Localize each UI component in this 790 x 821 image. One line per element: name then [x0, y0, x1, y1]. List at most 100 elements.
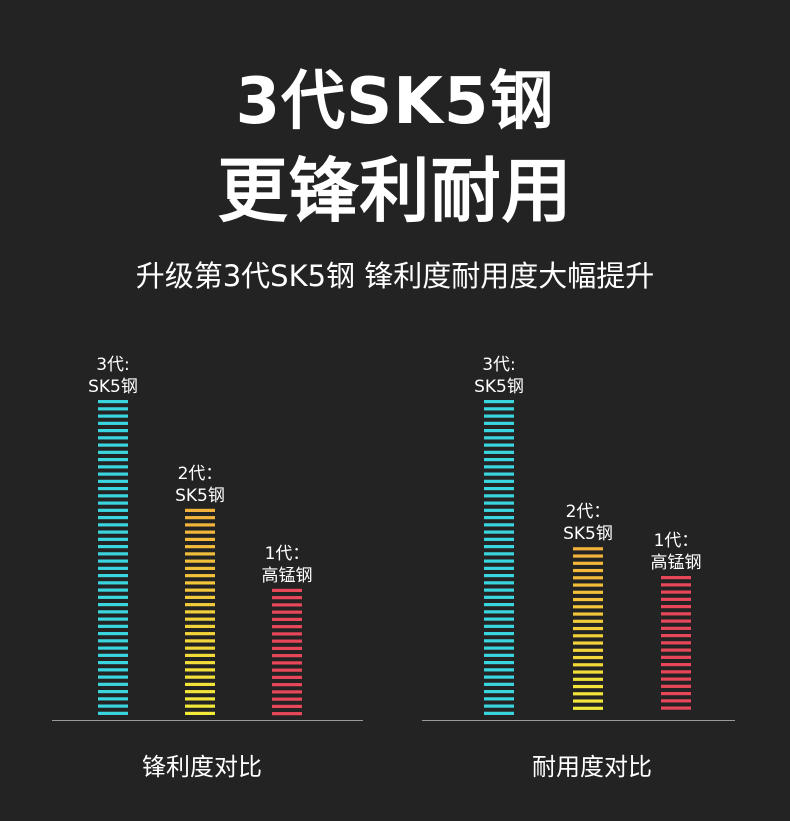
bar-stripe: [185, 632, 215, 636]
bar-stripe: [272, 646, 302, 650]
bar-stripe: [484, 661, 514, 665]
bar-1: [484, 400, 514, 715]
bar-stripe: [573, 554, 603, 558]
bar-stripe: [185, 697, 215, 701]
bar-stripe: [484, 581, 514, 585]
bar-stripe: [272, 661, 302, 665]
bar-stripe: [661, 706, 691, 710]
bar-label: SK5钢: [175, 486, 225, 506]
bar-stripe: [661, 612, 691, 616]
bar-label: 1代：: [265, 544, 310, 564]
bar-stripe: [484, 494, 514, 498]
bar-stripe: [661, 597, 691, 601]
bar-stripe: [98, 421, 128, 425]
bar-stripe: [98, 581, 128, 585]
bar-stripe: [98, 537, 128, 541]
bar-stripe: [573, 590, 603, 594]
bar-stripe: [185, 566, 215, 570]
bar-stripe: [573, 699, 603, 703]
bar-stripe: [185, 559, 215, 563]
bar-stripe: [98, 400, 128, 404]
bar-stripe: [98, 458, 128, 462]
bar-stripe: [98, 494, 128, 498]
bar-2: [185, 508, 215, 715]
bar-stripe: [484, 646, 514, 650]
bar-stripe: [573, 597, 603, 602]
bar-1: [98, 400, 128, 715]
bar-stripe: [573, 547, 603, 551]
bar-stripe: [661, 634, 691, 638]
bar-stripe: [185, 574, 215, 578]
bar-stripe: [272, 632, 302, 636]
bar-stripe: [272, 654, 302, 658]
bar-stripe: [484, 588, 514, 592]
bar-stripe: [484, 595, 514, 599]
bar-stripe: [98, 668, 128, 672]
bar-stripe: [484, 501, 514, 505]
bar-stripe: [573, 626, 603, 631]
bar-stripe: [185, 552, 215, 556]
bar-stripe: [573, 648, 603, 652]
bar-stripe: [185, 537, 215, 541]
bar-stripe: [484, 675, 514, 679]
bar-stripe: [98, 632, 128, 636]
bar-label: 1代：: [654, 531, 699, 551]
bar-stripe: [98, 545, 128, 549]
bar-stripe: [98, 487, 128, 491]
bar-stripe: [98, 523, 128, 527]
bar-stripe: [573, 612, 603, 616]
bar-stripe: [484, 697, 514, 701]
bar-stripe: [484, 407, 514, 411]
bar-stripe: [185, 523, 215, 527]
bar-stripe: [573, 568, 603, 573]
bar-stripe: [185, 595, 215, 599]
bar-stripe: [185, 690, 215, 694]
bar-stripe: [98, 443, 128, 447]
bar-stripe: [661, 663, 691, 667]
bar-stripe: [98, 407, 128, 411]
bar-stripe: [185, 530, 215, 534]
bar-stripe: [185, 545, 215, 549]
bar-stripe: [185, 617, 215, 621]
bar-stripe: [661, 655, 691, 659]
bar-stripe: [484, 603, 514, 607]
bar-stripe: [272, 596, 302, 600]
bar-stripe: [573, 619, 603, 623]
page-title-line2: 更锋利耐用: [217, 150, 573, 232]
bar-stripe: [98, 559, 128, 563]
bar-stripe: [185, 668, 215, 672]
bar-stripe: [484, 429, 514, 433]
bar-label: SK5钢: [88, 377, 138, 397]
bar-label: 高锰钢: [262, 566, 313, 586]
bar-stripe: [573, 605, 603, 609]
bar-stripe: [272, 712, 302, 716]
chart-caption: 锋利度对比: [142, 753, 262, 781]
bar-stripe: [98, 610, 128, 614]
bar-stripe: [484, 472, 514, 476]
bar-stripe: [484, 617, 514, 621]
bar-stripe: [98, 530, 128, 534]
bar-stripe: [484, 487, 514, 491]
bar-stripe: [573, 684, 603, 689]
bar-stripe: [484, 421, 514, 425]
bar-stripe: [484, 479, 514, 483]
bar-stripe: [98, 711, 128, 715]
bar-stripe: [484, 516, 514, 520]
bar-stripe: [185, 581, 215, 585]
bar-stripe: [185, 682, 215, 686]
bar-stripe: [484, 690, 514, 694]
bar-stripe: [573, 634, 603, 638]
bar-stripe: [573, 641, 603, 645]
bar-stripe: [573, 561, 603, 565]
page-subtitle: 升级第3代SK5钢 锋利度耐用度大幅提升: [135, 259, 655, 293]
bar-stripe: [185, 661, 215, 665]
bar-stripe: [98, 697, 128, 701]
bar-stripe: [661, 692, 691, 696]
bar-stripe: [98, 414, 128, 418]
bar-stripe: [98, 661, 128, 665]
bar-3: [272, 588, 302, 716]
bar-label: SK5钢: [474, 377, 524, 397]
bar-stripe: [661, 590, 691, 594]
bar-stripe: [484, 450, 514, 454]
